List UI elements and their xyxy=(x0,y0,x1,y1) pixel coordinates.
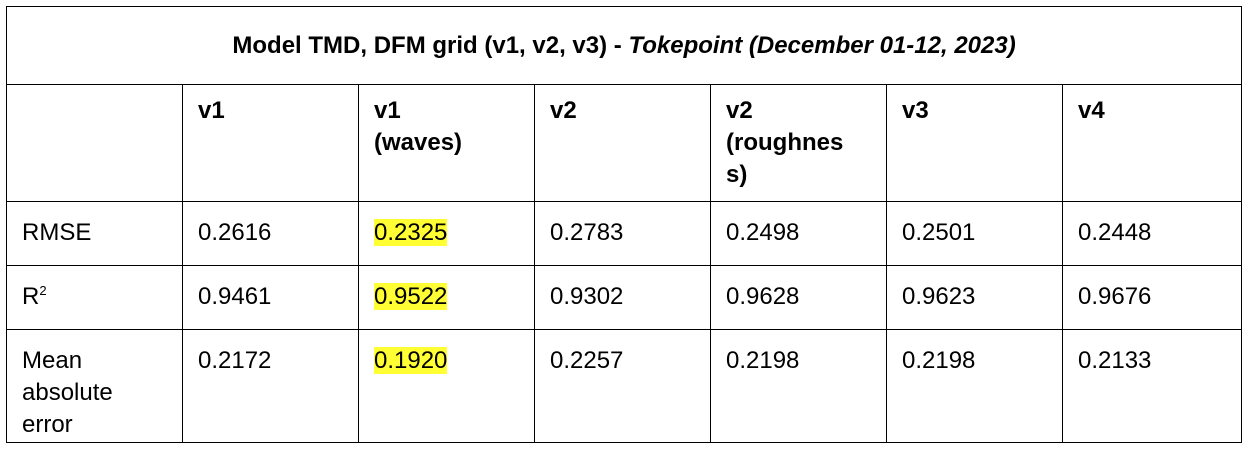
cell-mae-v1-waves: 0.1920 xyxy=(358,329,535,443)
cell-rmse-v2: 0.2783 xyxy=(534,201,711,266)
metrics-table: Model TMD, DFM grid (v1, v2, v3) - Tokep… xyxy=(5,6,1243,443)
cell-r2-v3: 0.9623 xyxy=(886,265,1063,330)
header-cell-v4: v4 xyxy=(1061,84,1243,202)
cell-r2-v2-roughness: 0.9628 xyxy=(710,265,887,330)
cell-rmse-v2-roughness: 0.2498 xyxy=(710,201,887,266)
header-cell-empty xyxy=(6,84,183,202)
cell-r2-v1: 0.9461 xyxy=(182,265,359,330)
header-v1-waves-line1: v1 xyxy=(374,97,401,124)
row-label-mae-line2: absolute xyxy=(22,379,113,406)
row-label-mae-line3: error xyxy=(22,411,73,438)
cell-r2-v1-waves: 0.9522 xyxy=(358,265,535,330)
cell-mae-v2-roughness: 0.2198 xyxy=(710,329,887,443)
row-label-r2: R2 xyxy=(6,265,183,330)
table-title-prefix: Model TMD, DFM grid (v1, v2, v3) - xyxy=(232,31,629,59)
header-v2-label: v2 xyxy=(550,97,577,124)
row-label-mae: Mean absolute error xyxy=(6,329,183,443)
highlighted-value: 0.1920 xyxy=(374,347,448,374)
header-cell-v2: v2 xyxy=(534,84,711,202)
header-v1-waves-line2: (waves) xyxy=(374,129,463,156)
row-label-rmse: RMSE xyxy=(6,201,183,266)
cell-r2-v4: 0.9676 xyxy=(1061,265,1243,330)
header-cell-v3: v3 xyxy=(886,84,1063,202)
row-label-mae-line1: Mean xyxy=(22,347,83,374)
table-row-r2: R2 0.9461 0.9522 0.9302 0.9628 0.9623 0.… xyxy=(6,265,1243,330)
highlighted-value: 0.2325 xyxy=(374,219,448,246)
table-row-rmse: RMSE 0.2616 0.2325 0.2783 0.2498 0.2501 … xyxy=(6,201,1243,266)
row-label-r2-main: R xyxy=(22,283,40,310)
header-cell-v1: v1 xyxy=(182,84,359,202)
title-row: Model TMD, DFM grid (v1, v2, v3) - Tokep… xyxy=(5,6,1243,85)
cell-rmse-v4: 0.2448 xyxy=(1061,201,1243,266)
table-row-mae: Mean absolute error 0.2172 0.1920 0.2257… xyxy=(6,329,1243,443)
header-v1-label: v1 xyxy=(198,97,225,124)
row-label-r2-sup: 2 xyxy=(39,283,47,298)
table-title: Model TMD, DFM grid (v1, v2, v3) - Tokep… xyxy=(5,6,1243,85)
cell-rmse-v3: 0.2501 xyxy=(886,201,1063,266)
cell-rmse-v1-waves: 0.2325 xyxy=(358,201,535,266)
highlighted-value: 0.9522 xyxy=(374,283,448,310)
header-cell-v1-waves: v1 (waves) xyxy=(358,84,535,202)
header-v2-roughness-line2: (roughnes xyxy=(726,129,844,156)
header-row: v1 v1 (waves) v2 v2 (roughnes s) v3 v4 xyxy=(6,84,1243,202)
cell-rmse-v1: 0.2616 xyxy=(182,201,359,266)
cell-mae-v3: 0.2198 xyxy=(886,329,1063,443)
cell-mae-v1: 0.2172 xyxy=(182,329,359,443)
header-v2-roughness-line1: v2 xyxy=(726,97,753,124)
header-v4-label: v4 xyxy=(1078,97,1105,124)
header-v2-roughness-line3: s) xyxy=(726,161,748,188)
cell-mae-v2: 0.2257 xyxy=(534,329,711,443)
table-title-italic: Tokepoint (December 01-12, 2023) xyxy=(628,31,1016,59)
header-cell-v2-roughness: v2 (roughnes s) xyxy=(710,84,887,202)
cell-mae-v4: 0.2133 xyxy=(1061,329,1243,443)
header-v3-label: v3 xyxy=(902,97,929,124)
cell-r2-v2: 0.9302 xyxy=(534,265,711,330)
